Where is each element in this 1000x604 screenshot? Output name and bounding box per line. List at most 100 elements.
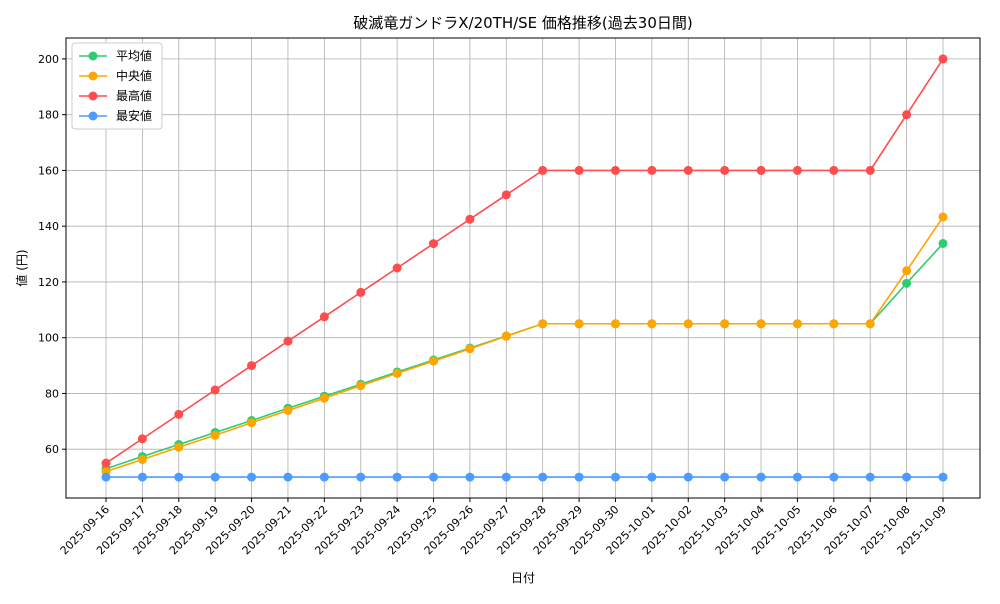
data-point: [538, 319, 548, 329]
data-point: [647, 319, 657, 329]
y-axis-label: 値 (円): [14, 249, 29, 286]
legend-box: [71, 42, 163, 130]
data-point: [829, 472, 839, 482]
data-point: [538, 472, 548, 482]
data-point: [902, 110, 912, 120]
data-point: [465, 344, 475, 354]
data-point: [574, 319, 584, 329]
data-point: [865, 472, 875, 482]
y-tick-label: 160: [38, 164, 59, 177]
data-point: [174, 409, 184, 419]
data-point: [392, 263, 402, 273]
legend-label: 中央値: [116, 68, 152, 83]
data-point: [902, 278, 912, 288]
data-point: [865, 319, 875, 329]
data-point: [647, 165, 657, 175]
data-point: [356, 287, 366, 297]
data-point: [283, 472, 293, 482]
legend-label: 最高値: [116, 88, 152, 103]
data-point: [283, 336, 293, 346]
data-point: [137, 434, 147, 444]
legend-marker: [88, 71, 98, 81]
data-point: [174, 442, 184, 452]
data-point: [756, 472, 766, 482]
data-point: [720, 319, 730, 329]
data-point: [319, 393, 329, 403]
data-point: [610, 472, 620, 482]
data-point: [683, 319, 693, 329]
data-point: [829, 319, 839, 329]
data-point: [829, 165, 839, 175]
y-tick-label: 140: [38, 220, 59, 233]
y-tick-label: 180: [38, 109, 59, 122]
x-axis: 2025-09-162025-09-172025-09-182025-09-19…: [58, 498, 949, 557]
data-point: [501, 190, 511, 200]
y-axis: 60 80 100 120 140 160 180 200: [38, 53, 66, 456]
data-point: [938, 472, 948, 482]
legend-label: 平均値: [116, 48, 152, 63]
y-tick-label: 200: [38, 53, 59, 66]
series-line: [105, 216, 944, 473]
data-point: [720, 472, 730, 482]
data-point: [501, 472, 511, 482]
data-point: [610, 165, 620, 175]
y-tick-label: 80: [45, 387, 59, 400]
data-point: [683, 472, 693, 482]
data-point: [137, 472, 147, 482]
data-point: [574, 165, 584, 175]
data-point: [429, 472, 439, 482]
chart-title: 破滅竜ガンドラX/20TH/SE 価格推移(過去30日間): [353, 14, 692, 32]
data-point: [465, 214, 475, 224]
y-tick-label: 60: [45, 443, 59, 456]
series-line: [105, 242, 944, 470]
data-point: [574, 472, 584, 482]
data-point: [247, 472, 257, 482]
data-point: [902, 266, 912, 276]
data-point: [101, 472, 111, 482]
data-point: [392, 368, 402, 378]
data-point: [319, 312, 329, 322]
data-point: [792, 165, 802, 175]
data-point: [247, 418, 257, 428]
data-point: [101, 458, 111, 468]
plot-area: [65, 37, 981, 499]
data-point: [938, 238, 948, 248]
data-point: [429, 239, 439, 249]
data-point: [902, 472, 912, 482]
data-point: [319, 472, 329, 482]
data-point: [683, 165, 693, 175]
data-point: [356, 381, 366, 391]
legend-label: 最安値: [116, 108, 152, 123]
data-point: [210, 472, 220, 482]
data-point: [501, 331, 511, 341]
legend-marker: [88, 91, 98, 101]
data-point: [792, 472, 802, 482]
data-point: [283, 405, 293, 415]
data-point: [938, 54, 948, 64]
data-point: [210, 430, 220, 440]
data-point: [756, 319, 766, 329]
data-point: [429, 356, 439, 366]
data-point: [392, 472, 402, 482]
series-group: [101, 54, 948, 482]
legend-marker: [88, 51, 98, 61]
y-tick-label: 120: [38, 276, 59, 289]
data-point: [247, 361, 257, 371]
data-point: [720, 165, 730, 175]
data-point: [356, 472, 366, 482]
grid: [66, 38, 980, 498]
data-point: [792, 319, 802, 329]
data-point: [865, 165, 875, 175]
data-point: [137, 455, 147, 465]
data-point: [174, 472, 184, 482]
data-point: [647, 472, 657, 482]
series-line: [105, 58, 944, 464]
data-point: [210, 385, 220, 395]
data-point: [538, 165, 548, 175]
y-tick-label: 100: [38, 332, 59, 345]
data-point: [610, 319, 620, 329]
x-axis-label: 日付: [511, 571, 535, 585]
data-point: [465, 472, 475, 482]
